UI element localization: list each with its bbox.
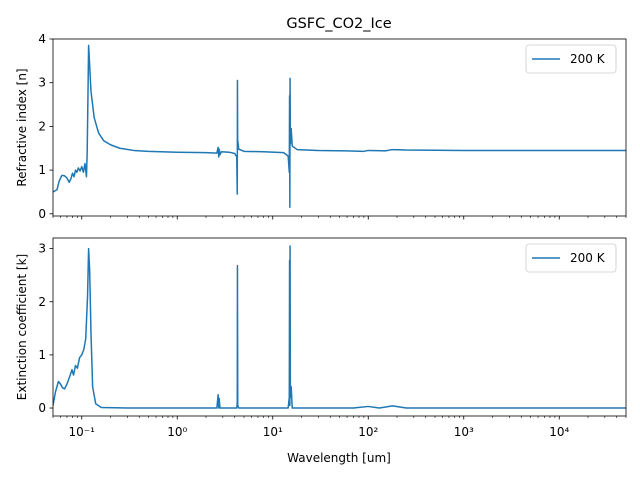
y-tick-label: 1 xyxy=(38,163,46,177)
y-tick-label: 0 xyxy=(38,207,46,221)
axes-frame xyxy=(52,237,627,417)
series-line xyxy=(53,245,626,409)
y-tick-label: 0 xyxy=(38,401,46,415)
y-tick-label: 4 xyxy=(38,32,46,46)
y-axis-label: Extinction coefficient [k] xyxy=(15,254,29,400)
axes-frame xyxy=(52,38,627,217)
legend-label: 200 K xyxy=(570,52,606,66)
y-tick-label: 3 xyxy=(38,76,46,90)
refractive-index-panel: 0 1 2 3 4 Refractive index [n] 200 K xyxy=(15,32,627,221)
x-tick-label: 10⁻¹ xyxy=(69,425,96,439)
y-tick-label: 1 xyxy=(38,348,46,362)
x-tick-label: 10² xyxy=(358,425,378,439)
y-tick-label: 2 xyxy=(38,295,46,309)
x-axis-label: Wavelength [um] xyxy=(287,451,391,465)
x-tick-label: 10⁰ xyxy=(167,425,187,439)
chart-title: GSFC_CO2_Ice xyxy=(286,16,391,32)
x-tick-label: 10¹ xyxy=(263,425,283,439)
series-line xyxy=(53,44,626,209)
y-tick-label: 2 xyxy=(38,119,46,133)
x-tick-label: 10³ xyxy=(454,425,474,439)
legend-box xyxy=(525,243,617,273)
legend-label: 200 K xyxy=(570,251,606,265)
y-tick-label: 3 xyxy=(38,242,46,256)
extinction-coefficient-panel: 10⁻¹ 10⁰ 10¹ 10² 10³ 10⁴ 0 1 2 3 Extinction coeffi… xyxy=(15,237,627,439)
x-tick-label: 10⁴ xyxy=(549,425,569,439)
legend-box xyxy=(525,44,617,74)
y-axis-label: Refractive index [n] xyxy=(15,68,29,186)
